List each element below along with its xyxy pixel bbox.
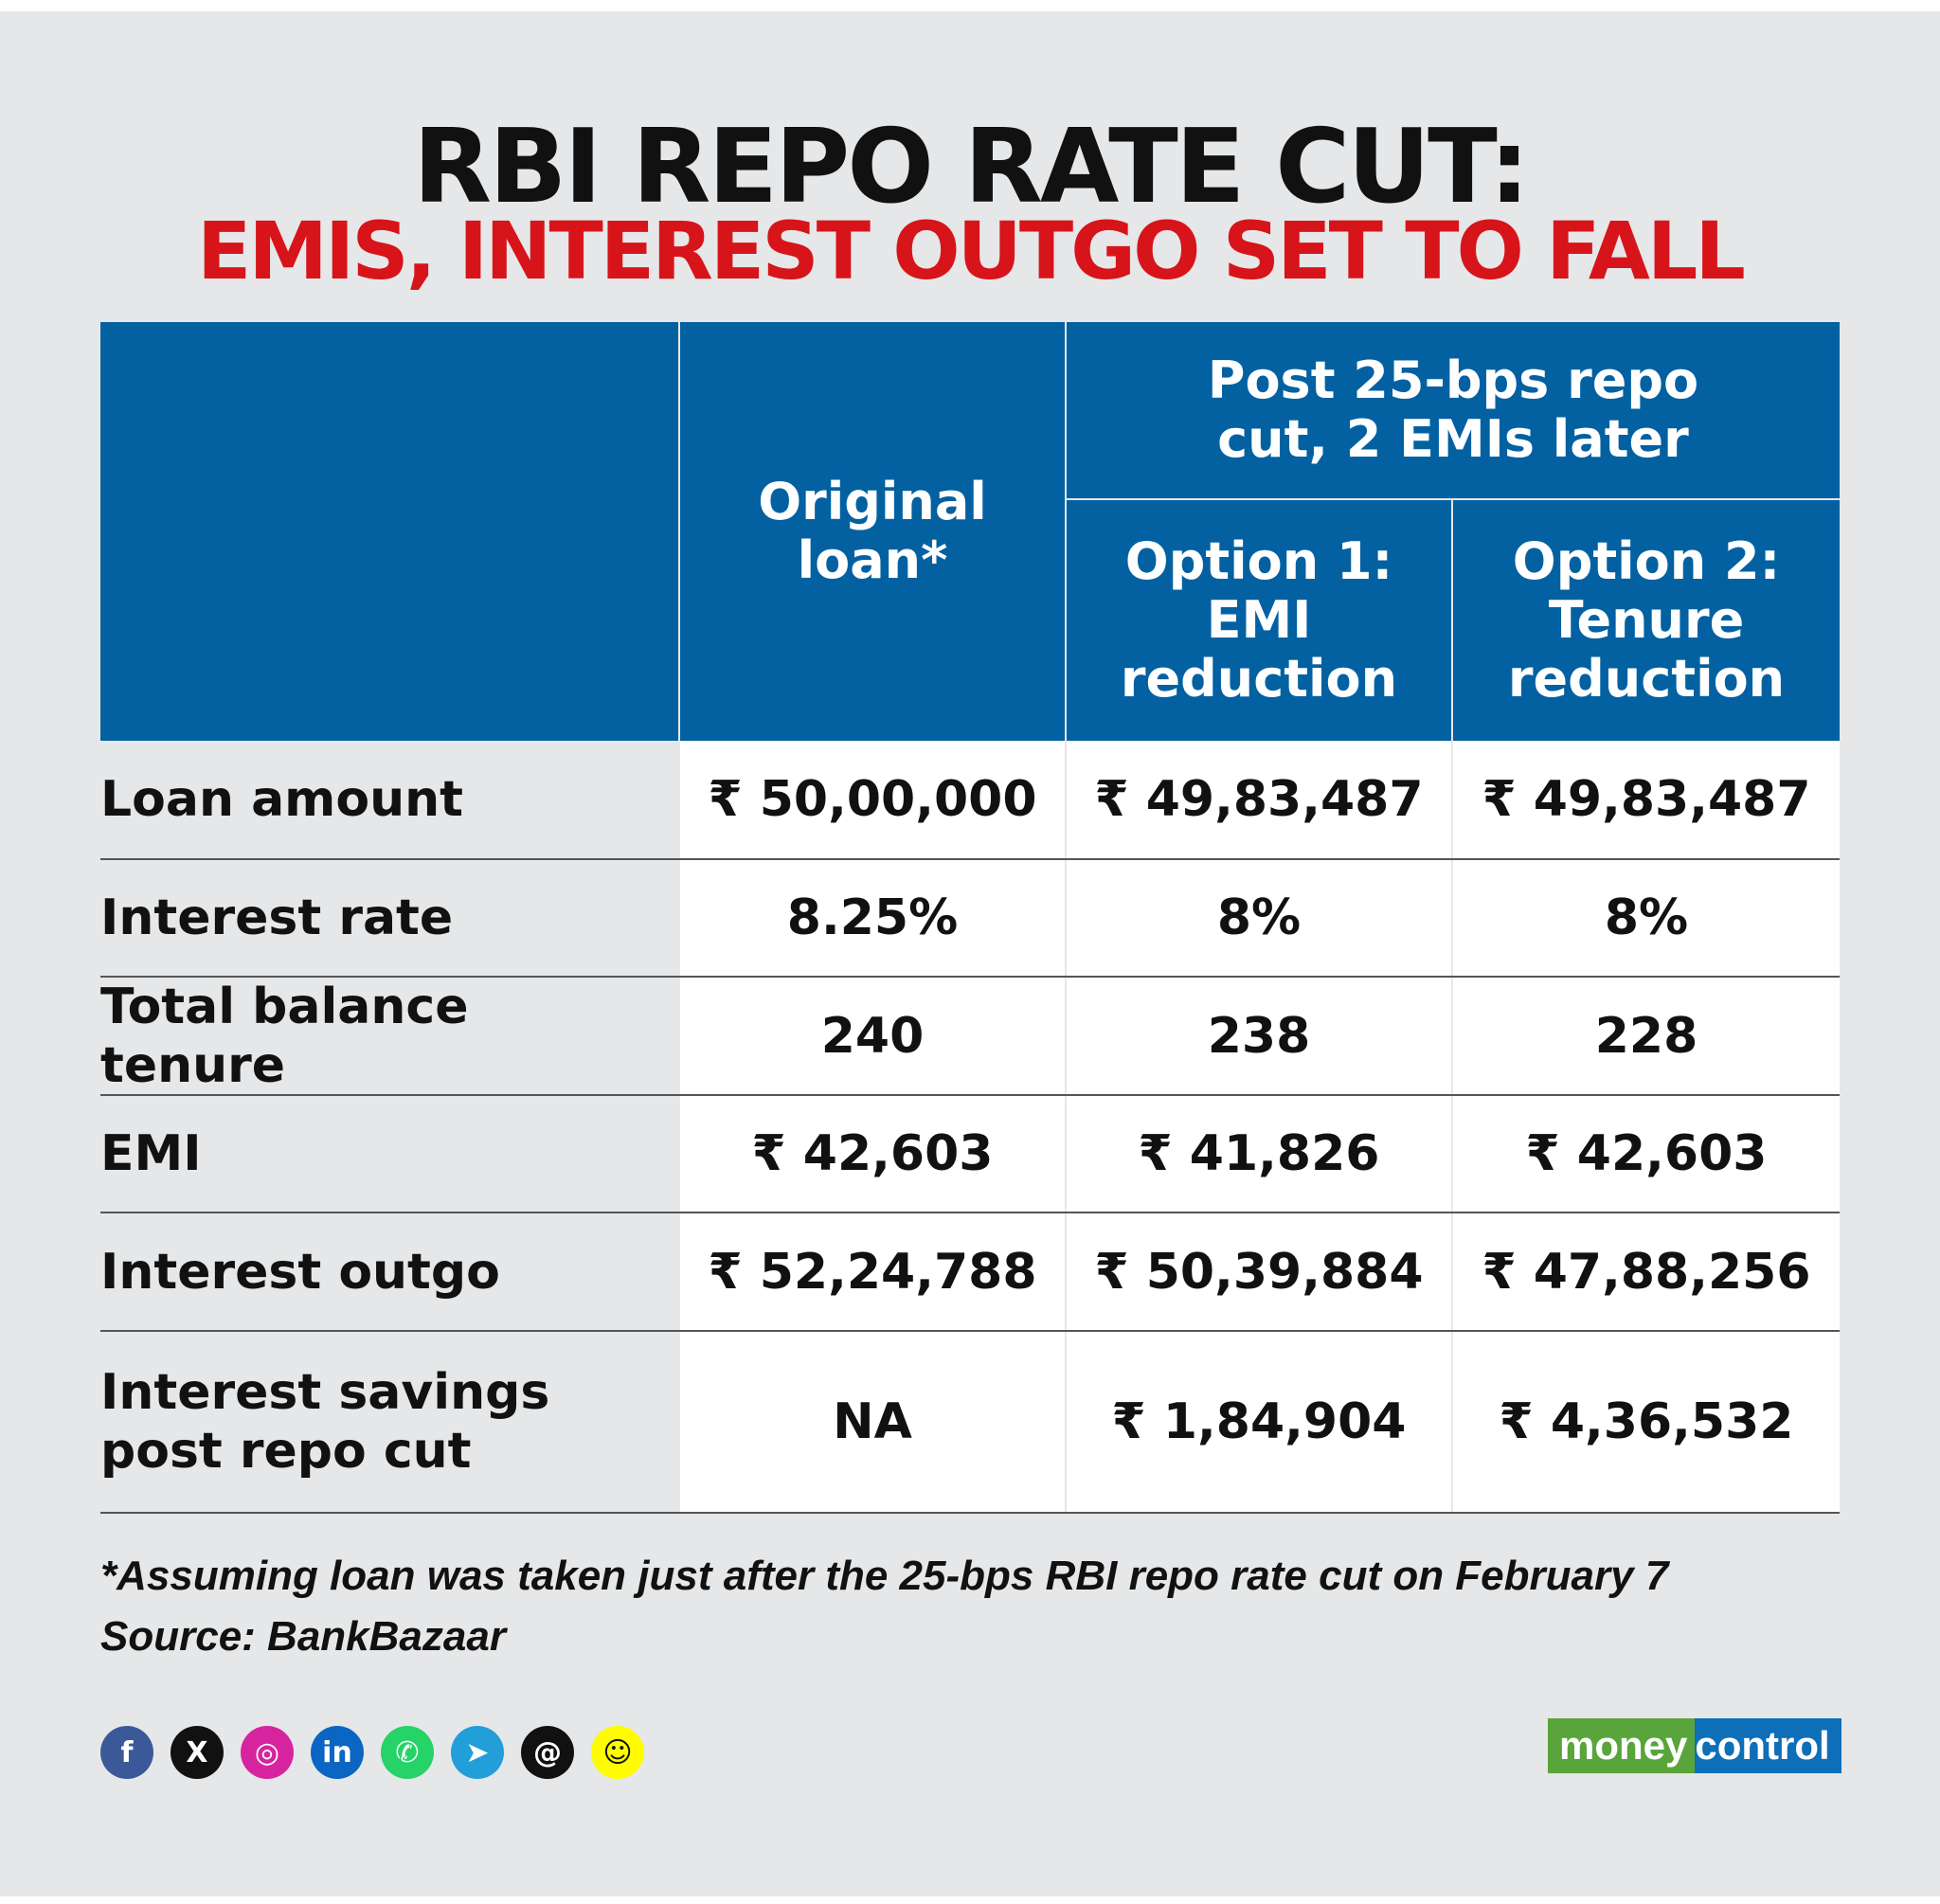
source-note: Source: BankBazaar <box>100 1613 506 1660</box>
page-subtitle: EMIS, INTEREST OUTGO SET TO FALL <box>197 205 1746 297</box>
whatsapp-icon[interactable]: ✆ <box>381 1726 434 1779</box>
row-label-interest-savings: Interest savings post repo cut <box>100 1364 550 1480</box>
cell-option1-tenure: 238 <box>1207 1007 1311 1065</box>
row-divider <box>100 1330 1840 1332</box>
page-title: RBI REPO RATE CUT: <box>412 108 1530 226</box>
cell-option2-tenure: 228 <box>1594 1007 1698 1065</box>
cell-original-loan-amount: ₹ 50,00,000 <box>708 771 1037 828</box>
cell-original-interest-outgo: ₹ 52,24,788 <box>708 1243 1037 1301</box>
infographic-card: RBI REPO RATE CUT: EMIS, INTEREST OUTGO … <box>0 11 1940 1896</box>
footnote: *Assuming loan was taken just after the … <box>100 1553 1669 1599</box>
cell-option2-loan-amount: ₹ 49,83,487 <box>1482 771 1811 828</box>
header-option1-label: Option 1: EMI reduction <box>1120 531 1398 709</box>
linkedin-icon[interactable]: in <box>311 1726 364 1779</box>
cell-option1-loan-amount: ₹ 49,83,487 <box>1094 771 1424 828</box>
logo-part-control: control <box>1695 1718 1841 1773</box>
row-label-total-balance-tenure: Total balance tenure <box>100 978 469 1094</box>
cell-option2-interest-rate: 8% <box>1604 889 1689 946</box>
cell-option1-interest-outgo: ₹ 50,39,884 <box>1094 1243 1424 1301</box>
row-label-loan-amount: Loan amount <box>100 771 463 828</box>
original-column-bg <box>680 741 1065 1514</box>
threads-icon[interactable]: @ <box>521 1726 574 1779</box>
cell-option2-interest-savings: ₹ 4,36,532 <box>1499 1393 1794 1450</box>
cell-option1-interest-savings: ₹ 1,84,904 <box>1111 1393 1407 1450</box>
cell-option1-emi: ₹ 41,826 <box>1138 1125 1380 1182</box>
header-original-label: Original loan* <box>758 472 987 590</box>
header-option2-label: Option 2: Tenure reduction <box>1507 531 1786 709</box>
cell-original-interest-rate: 8.25% <box>786 889 959 946</box>
row-divider <box>100 858 1840 860</box>
option1-column-bg <box>1067 741 1451 1514</box>
header-option2-cell <box>1453 500 1840 741</box>
row-divider <box>100 1212 1840 1213</box>
moneycontrol-logo: money control <box>1548 1718 1841 1773</box>
header-group-cell <box>1067 322 1840 498</box>
instagram-icon[interactable]: ◎ <box>241 1726 294 1779</box>
cell-option2-interest-outgo: ₹ 47,88,256 <box>1482 1243 1811 1301</box>
cell-option1-interest-rate: 8% <box>1216 889 1302 946</box>
header-group-label: Post 25-bps repo cut, 2 EMIs later <box>1207 350 1699 469</box>
row-label-interest-rate: Interest rate <box>100 889 454 946</box>
cell-option2-emi: ₹ 42,603 <box>1525 1125 1768 1182</box>
header-blank-cell <box>100 322 678 741</box>
cell-original-interest-savings: NA <box>833 1393 912 1450</box>
cell-original-tenure: 240 <box>820 1007 925 1065</box>
logo-part-money: money <box>1548 1718 1696 1773</box>
comparison-table: Original loan* Post 25-bps repo cut, 2 E… <box>100 322 1840 1514</box>
social-share-bar: f X ◎ in ✆ ➤ @ ☺ <box>100 1726 644 1779</box>
header-option1-cell <box>1067 500 1451 741</box>
x-icon[interactable]: X <box>171 1726 224 1779</box>
option2-column-bg <box>1453 741 1840 1514</box>
row-divider <box>100 1094 1840 1096</box>
cell-original-emi: ₹ 42,603 <box>751 1125 994 1182</box>
header-original-cell <box>680 322 1065 741</box>
snapchat-icon[interactable]: ☺ <box>591 1726 644 1779</box>
facebook-icon[interactable]: f <box>100 1726 153 1779</box>
row-divider <box>100 1512 1840 1514</box>
row-label-interest-outgo: Interest outgo <box>100 1243 500 1301</box>
row-divider <box>100 976 1840 978</box>
row-label-emi: EMI <box>100 1125 202 1182</box>
telegram-icon[interactable]: ➤ <box>451 1726 504 1779</box>
